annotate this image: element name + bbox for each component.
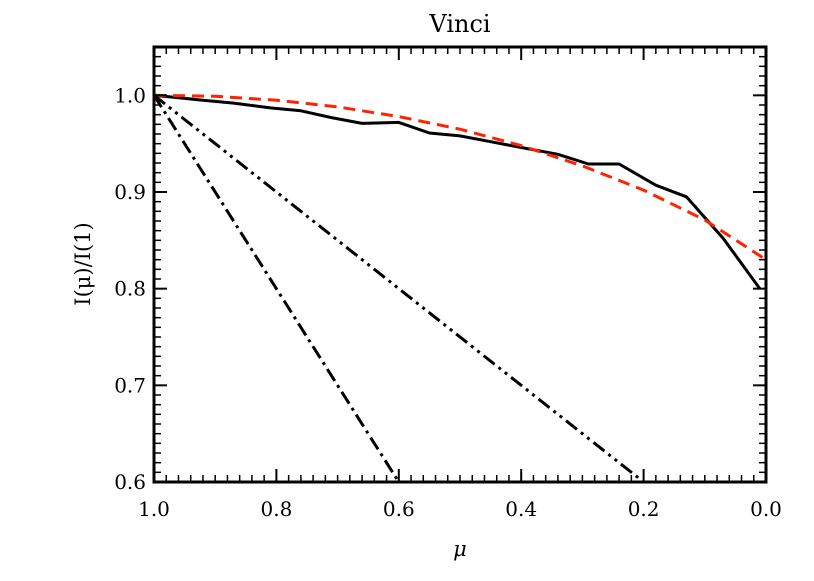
y-tick-label: 0.7 (114, 373, 146, 397)
series-line-dashed (154, 93, 766, 261)
y-tick-label: 0.8 (114, 277, 146, 301)
tick-layer (153, 46, 767, 483)
series-line-solid (154, 93, 762, 290)
x-tick-label: 0.2 (628, 497, 660, 521)
tick-label-layer: 1.0 0.8 0.6 0.4 0.2 0.0 0.6 0.7 0.8 0.9 1.0 (114, 83, 782, 521)
plot-frame (152, 45, 768, 484)
x-tick-label: 0.8 (260, 497, 292, 521)
y-tick-label: 1.0 (114, 83, 146, 107)
x-axis-label: μ (453, 537, 467, 561)
chart-title: Vinci (428, 10, 490, 38)
x-tick-label: 0.4 (505, 497, 537, 521)
x-tick-label: 0.6 (383, 497, 415, 521)
series-line-dash-dot-dot (154, 94, 647, 482)
series-line-dash-dot (154, 94, 401, 482)
y-tick-label: 0.6 (114, 470, 146, 494)
x-tick-label: 0.0 (750, 497, 782, 521)
x-tick-label: 1.0 (138, 497, 170, 521)
series-layer (154, 93, 766, 482)
y-axis-label: I(μ)/I(1) (71, 222, 95, 305)
y-tick-label: 0.9 (114, 180, 146, 204)
